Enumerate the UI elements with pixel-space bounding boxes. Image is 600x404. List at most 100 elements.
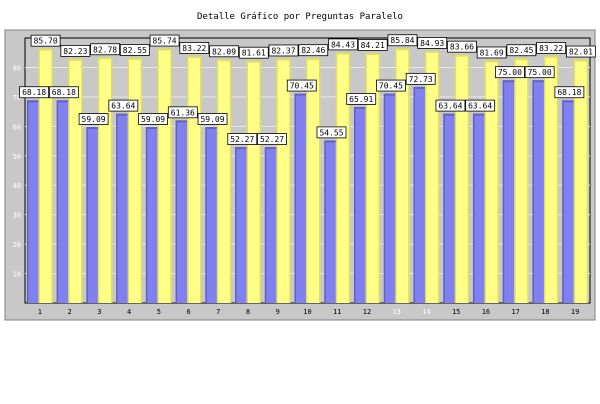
data-label: 82.01 (569, 48, 593, 57)
y-tick-label: 30 (13, 212, 21, 220)
data-label-box (257, 133, 287, 145)
bar-series-2 (337, 54, 349, 303)
data-label: 59.09 (200, 115, 224, 124)
y-tick-label: 20 (13, 241, 21, 249)
chart-title: Detalle Gráfico por Preguntas Paralelo (197, 12, 403, 22)
bar-series-2 (277, 60, 290, 303)
data-label: 82.37 (271, 46, 295, 55)
data-label-box (286, 79, 317, 92)
data-label-box (405, 72, 436, 85)
data-label-box (506, 44, 537, 57)
bar-series-2 (545, 57, 557, 303)
bar-series-2 (69, 60, 82, 304)
data-label: 82.55 (123, 46, 147, 55)
bar-series-1 (414, 88, 427, 303)
data-label-box (565, 45, 596, 58)
bar-series-1 (563, 102, 576, 304)
data-label: 82.46 (301, 46, 325, 55)
x-tick-label: 3 (97, 308, 101, 316)
bar-series-2 (218, 61, 230, 303)
data-label-box (30, 34, 61, 47)
data-label-box (268, 44, 299, 57)
x-tick-label: 15 (452, 308, 460, 316)
bar-series-2 (426, 52, 438, 304)
data-label: 54.55 (319, 128, 343, 137)
data-label-box (108, 99, 139, 112)
x-tick-label: 8 (246, 308, 250, 316)
bar-series-2 (99, 59, 111, 304)
data-label: 65.91 (349, 95, 373, 104)
bar-series-2 (515, 60, 528, 303)
data-label-box (465, 99, 496, 112)
bar-series-2 (307, 60, 319, 303)
bar-series-1 (355, 108, 367, 303)
y-tick-label: 50 (13, 153, 21, 161)
data-label-box (476, 46, 507, 59)
data-label-box (167, 106, 198, 119)
data-label-box (376, 79, 406, 92)
data-label: 84.93 (420, 39, 444, 48)
y-tick-label: 60 (13, 123, 21, 131)
data-label: 52.27 (230, 135, 254, 144)
data-label-box (328, 38, 358, 51)
bar-series-2 (456, 56, 468, 303)
data-label: 63.64 (468, 102, 492, 111)
bar-series-1 (28, 102, 40, 304)
data-label-box (48, 86, 79, 99)
bar-series-2 (158, 50, 171, 303)
data-label: 84.43 (331, 40, 355, 49)
data-label-box (298, 44, 329, 57)
x-tick-label: 14 (422, 308, 430, 316)
bar-series-2 (366, 55, 379, 303)
data-label: 75.00 (498, 68, 522, 77)
bar-series-1 (177, 122, 189, 303)
data-label-box (119, 44, 150, 56)
y-tick-label: 80 (13, 64, 21, 72)
bars (26, 48, 589, 304)
bar-series-1 (325, 142, 338, 303)
x-tick-label: 17 (511, 308, 519, 316)
data-label: 72.73 (409, 75, 433, 84)
x-tick-label: 2 (67, 308, 71, 316)
data-label: 70.45 (379, 82, 403, 91)
data-label-box (387, 34, 418, 47)
data-label: 70.45 (290, 82, 314, 91)
data-label-box (357, 39, 388, 51)
x-axis-ticks: 1 2 3 4 5 6 7 8 9 10 11 12 13 14 15 16 17 18 19 (38, 308, 580, 316)
bar-series-1 (87, 129, 100, 303)
data-label-box (524, 66, 555, 79)
data-label: 59.09 (82, 115, 106, 124)
bar-series-2 (248, 62, 260, 303)
x-tick-label: 11 (333, 308, 341, 316)
data-label-box (316, 126, 347, 139)
data-label: 61.36 (171, 108, 195, 117)
data-label: 75.00 (528, 68, 552, 77)
bar-series-2 (575, 61, 587, 304)
bar-series-2 (129, 59, 141, 303)
x-tick-label: 6 (186, 308, 190, 316)
data-label: 82.09 (212, 47, 236, 56)
data-label: 68.18 (557, 88, 581, 97)
bar-series-2 (485, 62, 498, 303)
data-label-box (78, 113, 109, 125)
x-tick-label: 19 (571, 308, 579, 316)
data-label-box (90, 43, 120, 56)
x-tick-label: 13 (392, 308, 400, 316)
data-label: 85.84 (390, 36, 414, 45)
bar-series-1 (504, 82, 516, 304)
data-label: 81.69 (480, 48, 504, 57)
data-label-box (536, 42, 567, 54)
data-label-box (60, 44, 91, 57)
data-label-box (209, 45, 239, 58)
data-label-box (417, 37, 448, 49)
data-label: 63.64 (111, 102, 135, 111)
x-tick-label: 4 (127, 308, 131, 316)
x-tick-label: 5 (157, 308, 161, 316)
bar-series-1 (444, 115, 457, 303)
data-label: 59.09 (141, 115, 165, 124)
bar-series-1 (117, 115, 130, 303)
data-label: 82.23 (63, 47, 87, 56)
bar-series-1 (474, 115, 486, 303)
y-tick-label: 40 (13, 182, 21, 190)
